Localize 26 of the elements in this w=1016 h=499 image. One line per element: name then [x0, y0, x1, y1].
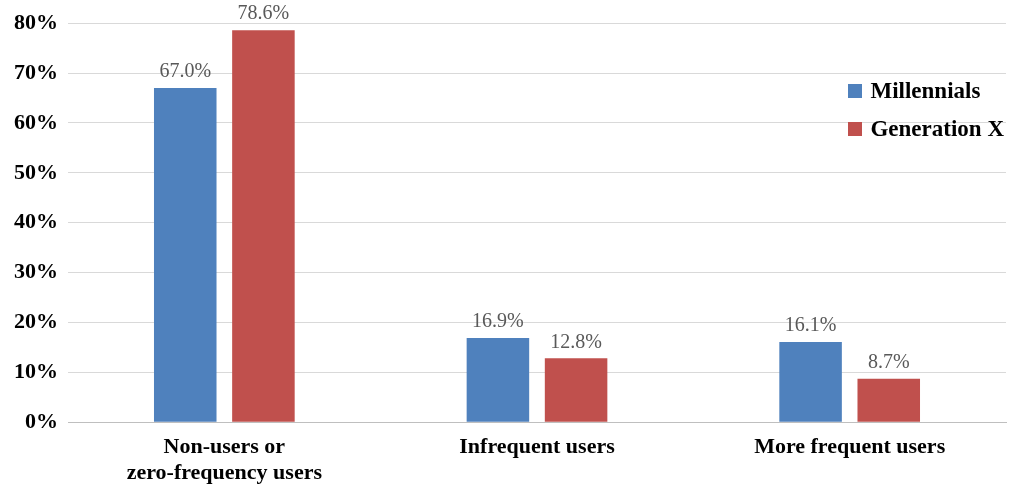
- y-tick-label: 30%: [14, 258, 58, 284]
- legend-label: Generation X: [870, 116, 1004, 143]
- y-tick-label: 40%: [14, 208, 58, 234]
- y-tick-label: 10%: [14, 358, 58, 384]
- bar: [466, 337, 530, 422]
- legend-label: Millennials: [870, 78, 981, 105]
- data-label: 8.7%: [867, 350, 910, 373]
- bar: [544, 358, 608, 422]
- bar: [857, 378, 921, 422]
- data-label: 12.8%: [550, 329, 602, 352]
- y-tick-label: 0%: [25, 407, 58, 433]
- y-tick-label: 70%: [14, 58, 58, 84]
- bar: [232, 30, 295, 422]
- data-label: 16.9%: [472, 309, 524, 332]
- y-tick-label: 50%: [14, 158, 58, 184]
- data-label: 16.1%: [784, 313, 837, 336]
- y-tick-label: 20%: [14, 308, 58, 334]
- y-tick-label: 60%: [14, 108, 58, 134]
- x-tick-label: Non-users or zero-frequency users: [126, 433, 323, 485]
- data-label: 67.0%: [159, 59, 212, 82]
- y-tick-label: 80%: [14, 8, 58, 34]
- bar: [153, 88, 217, 422]
- bar: [779, 341, 842, 422]
- data-label: 78.6%: [237, 1, 290, 24]
- x-tick-label: More frequent users: [754, 433, 946, 459]
- x-tick-label: Infrequent users: [459, 433, 616, 459]
